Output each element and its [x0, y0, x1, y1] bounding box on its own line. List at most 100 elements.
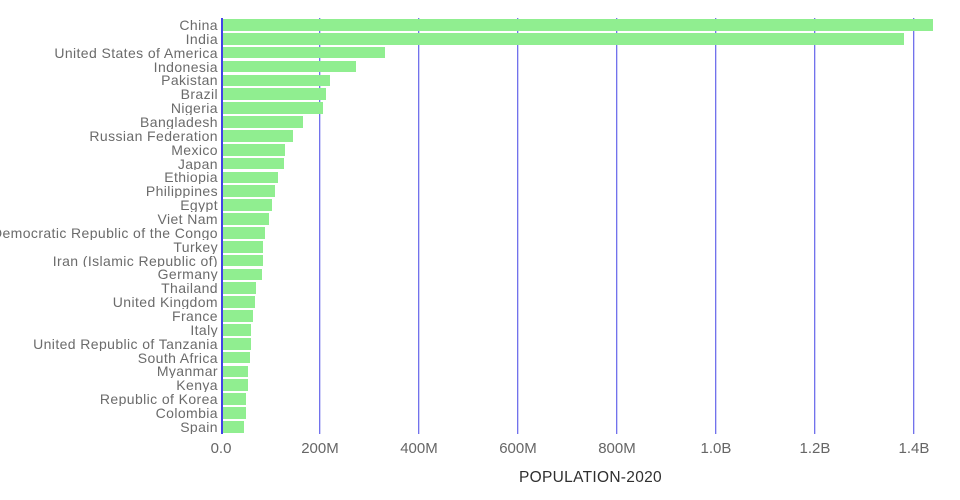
- x-tick-label: 400M: [400, 440, 438, 457]
- bar-row: [221, 281, 960, 295]
- gridline-600M: [517, 18, 519, 434]
- x-tick-label: 200M: [301, 440, 339, 457]
- bar-row: [221, 392, 960, 406]
- bar-row: [221, 212, 960, 226]
- category-label: Spain: [180, 419, 218, 434]
- category-label: China: [179, 18, 218, 32]
- population-bar: [221, 226, 266, 239]
- category-label: Russian Federation: [89, 128, 218, 143]
- category-label: Iran (Islamic Republic of): [52, 253, 218, 268]
- population-bar: [221, 365, 248, 378]
- bar-row: [221, 378, 960, 392]
- category-label: Turkey: [173, 239, 218, 254]
- population-bar: [221, 254, 263, 267]
- category-label: Nigeria: [170, 101, 218, 116]
- population-bar: [221, 199, 272, 211]
- bar-row: [221, 143, 960, 157]
- population-bar: [221, 421, 245, 433]
- x-tick-label: 600M: [499, 440, 537, 457]
- category-label: Brazil: [180, 87, 218, 102]
- gridline-200M: [319, 18, 321, 434]
- category-label: Democratic Republic of the Congo: [0, 225, 218, 240]
- x-tick-label: 800M: [598, 440, 636, 457]
- population-bar: [221, 74, 331, 87]
- population-bar: [221, 32, 905, 45]
- population-bar: [221, 129, 294, 142]
- bar-row: [221, 406, 960, 420]
- gridline-800M: [616, 18, 618, 434]
- bar-row: [221, 129, 960, 143]
- category-label: Bangladesh: [140, 115, 218, 129]
- bar-row: [221, 87, 960, 101]
- bar-rows: [221, 18, 960, 434]
- population-bar: [221, 46, 385, 59]
- population-bar: [221, 102, 323, 114]
- bar-row: [221, 157, 960, 171]
- category-label: Germany: [157, 267, 218, 282]
- bar-row: [221, 420, 960, 434]
- category-label: Republic of Korea: [99, 392, 218, 407]
- bar-row: [221, 184, 960, 198]
- population-bar: [221, 310, 254, 322]
- population-bar: [221, 116, 303, 128]
- population-bar: [221, 407, 247, 419]
- bar-row: [221, 198, 960, 212]
- y-axis-category-labels: China India United States of America Indone…: [0, 18, 218, 434]
- population-bar: [221, 88, 327, 101]
- bar-row: [221, 351, 960, 365]
- category-label: Kenya: [176, 378, 218, 393]
- population-bar: [221, 171, 278, 184]
- bar-row: [221, 309, 960, 323]
- population-bar: [221, 268, 263, 281]
- population-bar: [221, 240, 263, 253]
- bar-row: [221, 226, 960, 240]
- plot-area: [221, 18, 960, 434]
- bar-row: [221, 32, 960, 46]
- category-label: Pakistan: [161, 73, 218, 88]
- category-label: Japan: [177, 156, 218, 171]
- bar-row: [221, 60, 960, 74]
- category-label: Mexico: [171, 142, 218, 157]
- bar-row: [221, 170, 960, 184]
- bar-row: [221, 337, 960, 351]
- population-bar: [221, 324, 251, 336]
- bar-row: [221, 73, 960, 87]
- population-bar: [221, 60, 357, 73]
- population-bar: [221, 157, 284, 170]
- bar-row: [221, 364, 960, 378]
- population-bar: [221, 296, 255, 308]
- gridline-400M: [418, 18, 420, 434]
- x-tick-label: 1.4B: [898, 440, 930, 457]
- population-bar: [221, 143, 285, 156]
- population-bar: [221, 282, 256, 295]
- category-label: India: [185, 31, 218, 46]
- bar-row: [221, 101, 960, 115]
- x-tick-label: 0.0: [210, 440, 232, 457]
- x-axis-tick-labels: 0.0 200M 400M 600M 800M 1.0B 1.2B 1.4B: [211, 440, 960, 458]
- bar-row: [221, 295, 960, 309]
- category-label: Italy: [190, 322, 218, 337]
- population-bar: [221, 213, 270, 225]
- x-tick-label: 1.0B: [700, 440, 732, 457]
- bar-row: [221, 267, 960, 281]
- category-label: Philippines: [145, 184, 218, 199]
- gridline-1.4B: [913, 18, 915, 434]
- y-axis-line: [221, 18, 223, 434]
- bar-row: [221, 18, 960, 32]
- category-label: Thailand: [161, 281, 218, 296]
- category-label: United States of America: [54, 45, 218, 60]
- population-bar: [221, 379, 248, 392]
- bar-row: [221, 240, 960, 254]
- category-label: United Kingdom: [112, 295, 218, 310]
- population-bar: [221, 351, 251, 364]
- gridline-1.0B: [715, 18, 717, 434]
- category-label: Ethiopia: [164, 170, 218, 185]
- x-axis-title: POPULATION-2020: [519, 469, 662, 486]
- population-bar: [221, 393, 247, 405]
- category-label: Indonesia: [153, 59, 218, 74]
- category-label: United Republic of Tanzania: [33, 336, 218, 351]
- bar-row: [221, 46, 960, 60]
- category-label: Colombia: [155, 406, 218, 420]
- bar-row: [221, 115, 960, 129]
- population-bar: [221, 185, 276, 198]
